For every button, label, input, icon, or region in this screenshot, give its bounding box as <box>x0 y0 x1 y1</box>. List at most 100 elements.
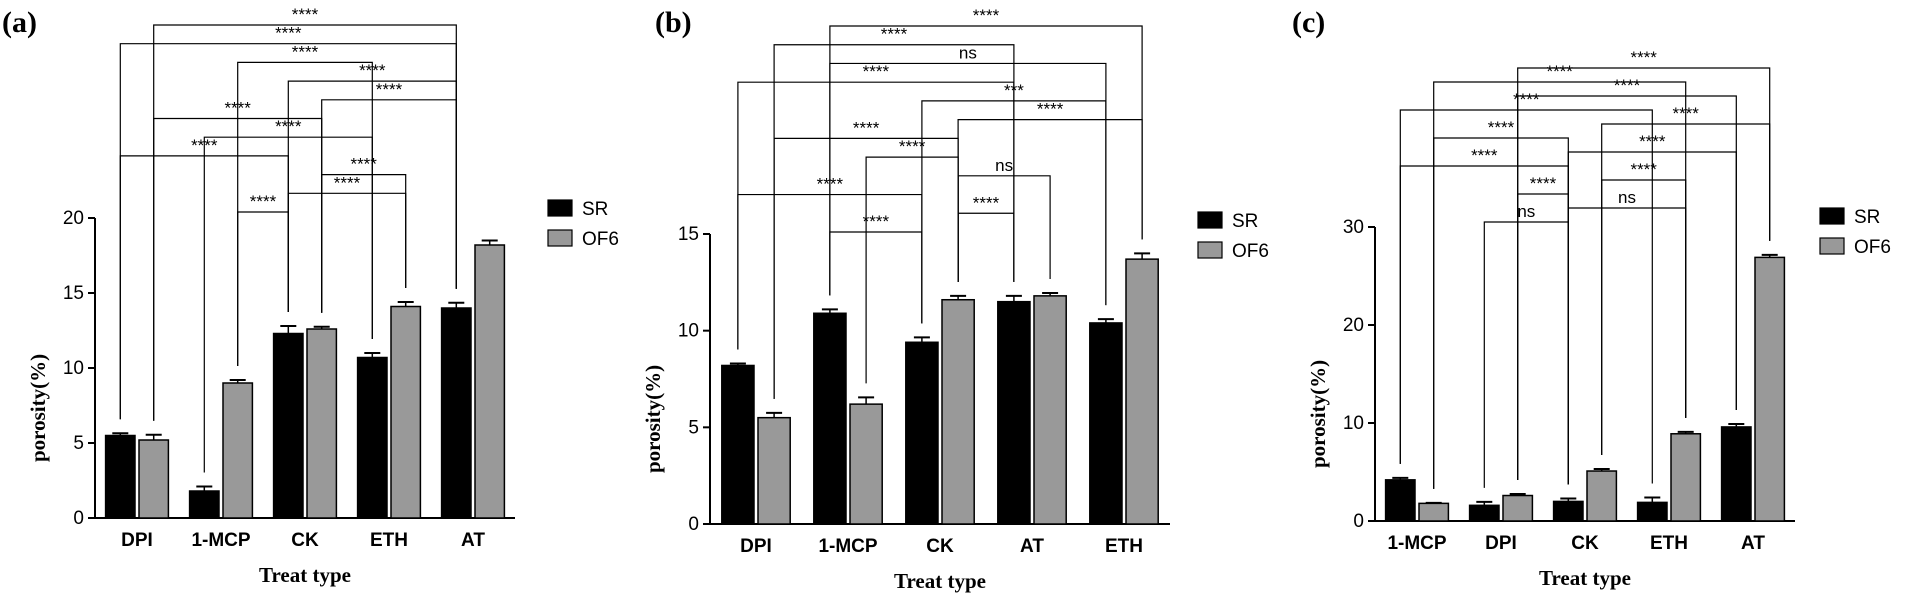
bar-SR-ETH <box>1089 322 1123 525</box>
significance-label: **** <box>1630 48 1657 67</box>
y-tick-label: 0 <box>688 514 699 535</box>
bar-OF6-AT <box>1033 295 1067 525</box>
y-tick-label: 30 <box>1343 217 1364 238</box>
significance-bracket <box>153 24 457 421</box>
significance-label: **** <box>1614 76 1641 95</box>
panel-2: (b) 0 5 10 15 porosity(%) Treat type DPI 1-MCP CK… <box>641 6 1269 593</box>
x-tick-label: 1-MCP <box>191 530 250 551</box>
legend-label: SR <box>1232 211 1258 232</box>
bar-OF6-ETH <box>390 305 422 519</box>
x-tick-label: CK <box>926 536 954 557</box>
bar-OF6-DPI <box>138 439 170 519</box>
significance-label: ns <box>1517 202 1535 221</box>
y-tick-label: 15 <box>63 283 84 304</box>
significance-bracket <box>957 212 1015 282</box>
significance-bracket <box>1399 109 1653 484</box>
bar-OF6-CK <box>1586 470 1618 522</box>
legend-label: SR <box>1854 207 1880 228</box>
significance-label: **** <box>881 25 908 44</box>
bar-SR-DPI <box>1468 504 1500 522</box>
significance-bracket <box>237 61 373 366</box>
legend-label: OF6 <box>1854 237 1891 258</box>
legend-swatch-SR <box>547 199 573 217</box>
significance-label: **** <box>1630 160 1657 179</box>
x-axis-title: Treat type <box>1539 566 1631 590</box>
significance-bracket <box>1601 179 1687 456</box>
x-axis-title: Treat type <box>894 569 986 593</box>
bar-OF6-ETH <box>1670 433 1702 522</box>
significance-label: ns <box>995 156 1013 175</box>
significance-label: **** <box>292 5 319 24</box>
significance-bracket <box>829 231 923 324</box>
significance-label: **** <box>1513 90 1540 109</box>
x-tick-label: DPI <box>1485 533 1517 554</box>
y-axis-title: porosity(%) <box>1306 360 1330 468</box>
significance-label: **** <box>1037 100 1064 119</box>
significance-bracket <box>773 44 1015 399</box>
bar-SR-DPI <box>721 364 755 525</box>
significance-label: **** <box>1488 118 1515 137</box>
significance-bracket <box>1567 207 1687 485</box>
significance-label: **** <box>853 118 880 137</box>
y-tick-label: 5 <box>73 433 84 454</box>
x-tick-label: DPI <box>740 536 772 557</box>
bar-SR-CK <box>272 332 304 519</box>
y-tick-label: 10 <box>678 321 699 342</box>
panel-label: (b) <box>655 6 692 39</box>
significance-label: **** <box>376 80 403 99</box>
y-tick-label: 0 <box>1353 511 1364 532</box>
panel-label: (c) <box>1292 6 1325 39</box>
legend-swatch-SR <box>1819 207 1845 225</box>
y-axis-title: porosity(%) <box>641 365 665 473</box>
significance-label: **** <box>863 212 890 231</box>
x-tick-label: ETH <box>370 530 408 551</box>
panel-3: (c) 0 10 20 30 porosity(%) Treat type 1-MCP DPI C… <box>1292 6 1891 590</box>
significance-bracket <box>287 192 407 312</box>
significance-bracket <box>1517 95 1737 481</box>
significance-label: **** <box>334 173 361 192</box>
bar-OF6-CK <box>306 328 338 519</box>
significance-bracket <box>321 174 407 313</box>
y-tick-label: 10 <box>1343 413 1364 434</box>
x-axis-title: Treat type <box>259 563 351 587</box>
x-tick-label: DPI <box>121 530 153 551</box>
bar-OF6-CK <box>941 298 975 525</box>
legend-swatch-OF6 <box>1197 241 1223 259</box>
bar-SR-1-MCP <box>813 312 847 525</box>
bar-SR-CK <box>1552 500 1584 522</box>
significance-label: **** <box>275 24 302 43</box>
bar-OF6-AT <box>1754 256 1786 522</box>
significance-label: **** <box>973 6 1000 25</box>
legend-label: SR <box>582 199 608 220</box>
significance-bracket <box>1517 67 1771 481</box>
significance-bracket <box>829 62 1107 306</box>
bar-OF6-1-MCP <box>222 382 254 519</box>
bar-SR-1-MCP <box>1384 479 1416 522</box>
bar-OF6-AT <box>474 244 506 519</box>
bar-SR-AT <box>1720 426 1752 522</box>
y-tick-label: 10 <box>63 358 84 379</box>
panel-label: (a) <box>2 6 37 39</box>
x-tick-label: 1-MCP <box>1387 533 1446 554</box>
significance-label: **** <box>973 193 1000 212</box>
x-tick-label: ETH <box>1105 536 1143 557</box>
y-tick-label: 15 <box>678 224 699 245</box>
significance-bracket <box>829 25 1143 296</box>
significance-bracket <box>1483 221 1569 488</box>
significance-label: ns <box>959 43 977 62</box>
bar-SR-AT <box>997 300 1031 525</box>
bar-SR-1-MCP <box>188 490 220 519</box>
significance-label: **** <box>292 42 319 61</box>
significance-label: **** <box>863 62 890 81</box>
legend-swatch-OF6 <box>547 229 573 247</box>
bar-OF6-1-MCP <box>849 403 883 525</box>
legend-swatch-OF6 <box>1819 237 1845 255</box>
bar-SR-DPI <box>104 434 136 519</box>
bar-SR-ETH <box>356 356 388 519</box>
significance-bracket <box>957 175 1051 282</box>
significance-label: **** <box>350 155 377 174</box>
significance-label: **** <box>250 192 277 211</box>
y-tick-label: 5 <box>688 417 699 438</box>
significance-bracket <box>1433 81 1687 489</box>
